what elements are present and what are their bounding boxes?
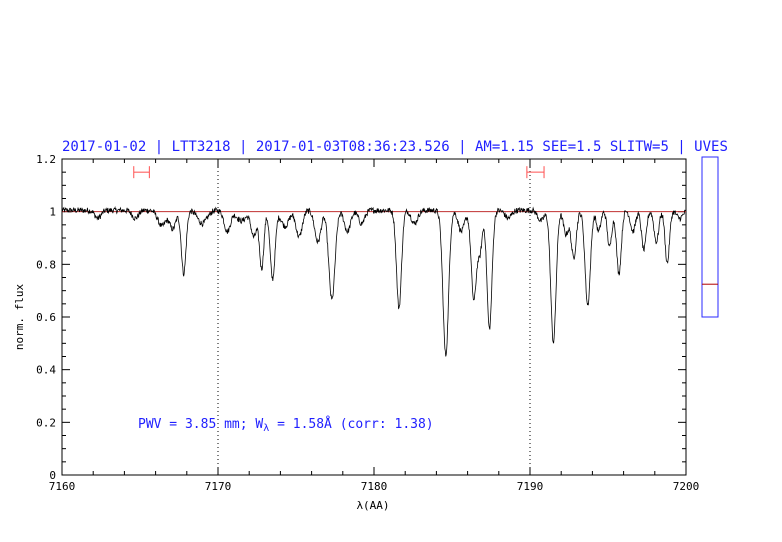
x-tick-label: 7170 [205, 480, 232, 493]
chart-title: 2017-01-02 | LTT3218 | 2017-01-03T08:36:… [62, 139, 728, 155]
y-tick-label: 1 [49, 206, 56, 219]
y-tick-label: 0 [49, 469, 56, 482]
pwv-annotation: PWV = 3.85 mm; Wλ = 1.58Å (corr: 1.38) [138, 416, 434, 434]
x-axis-label: λ(AA) [356, 499, 389, 512]
y-tick-label: 0.2 [36, 416, 56, 429]
continuum-window-marker [526, 166, 545, 179]
side-panel-frame [701, 156, 719, 318]
x-tick-label: 7190 [517, 480, 544, 493]
y-tick-label: 0.4 [36, 364, 56, 377]
x-tick-label: 7200 [673, 480, 700, 493]
x-tick-label: 7180 [361, 480, 388, 493]
continuum-window-marker [133, 166, 150, 179]
y-tick-label: 1.2 [36, 153, 56, 166]
annotation-suffix: = 1.58Å (corr: 1.38) [269, 416, 433, 432]
y-tick-label: 0.8 [36, 258, 56, 271]
spectrum-line [61, 206, 687, 357]
side-panel [701, 156, 719, 318]
annotation-prefix: PWV = 3.85 mm; W [138, 417, 263, 432]
x-tick-label: 7160 [49, 480, 76, 493]
plot-area: 7160 7170 7180 7190 7200 0 0.2 0.4 0.6 0.8 1 1.2 [36, 153, 699, 493]
y-axis-label: norm. flux [13, 284, 26, 351]
annotation-subscript: λ [263, 423, 269, 434]
y-tick-label: 0.6 [36, 311, 56, 324]
